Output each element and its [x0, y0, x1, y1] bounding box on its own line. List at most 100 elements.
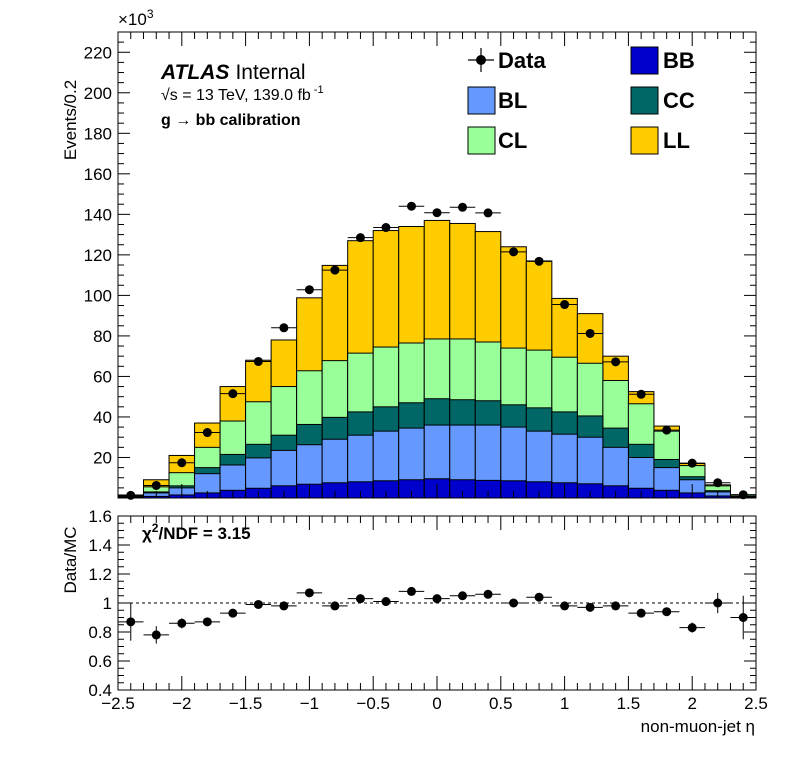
main-ytick-label-20: 20	[93, 448, 112, 467]
ratio-point-18	[586, 603, 595, 612]
main-ytick-label-140: 140	[84, 205, 112, 224]
data-point-5	[254, 357, 263, 366]
main-ytick-label-120: 120	[84, 246, 112, 265]
data-point-4	[228, 389, 237, 398]
legend-label-bb: BB	[663, 48, 695, 73]
legend-entry-bb: BB	[631, 47, 695, 74]
legend-entry-cl: CL	[468, 127, 527, 154]
data-point-7	[305, 285, 314, 294]
main-y-axis-label: Events/0.2	[61, 80, 80, 160]
legend-swatch-cc	[631, 87, 658, 114]
legend-swatch-ll	[631, 127, 658, 154]
ratio-point-2	[177, 619, 186, 628]
x-axis-label: non-muon-jet η	[641, 717, 755, 736]
data-point-21	[662, 426, 671, 435]
x-tick-label-2: −1.5	[229, 694, 263, 713]
ratio-ytick-label-0.8: 0.8	[88, 623, 112, 642]
legend-data-marker	[476, 55, 486, 65]
calibration-label: g → bb calibration	[161, 112, 301, 129]
data-point-3	[203, 428, 212, 437]
x-tick-label-0: −2.5	[101, 694, 135, 713]
data-point-1	[152, 481, 161, 490]
legend-swatch-cl	[468, 127, 495, 154]
x-tick-label-3: −1	[300, 694, 319, 713]
legend-swatch-bb	[631, 47, 658, 74]
ratio-panel-data-points	[118, 587, 756, 644]
main-ytick-label-80: 80	[93, 327, 112, 346]
ratio-ytick-label-1: 1	[103, 594, 112, 613]
main-ytick-label-180: 180	[84, 124, 112, 143]
x-tick-label-4: −0.5	[356, 694, 390, 713]
data-point-18	[586, 329, 595, 338]
main-ytick-label-220: 220	[84, 43, 112, 62]
x-tick-label-9: 2	[687, 694, 696, 713]
main-panel-histograms	[118, 220, 756, 498]
ratio-point-4	[228, 609, 237, 618]
data-point-10	[381, 223, 390, 232]
legend-label-data: Data	[498, 48, 546, 73]
data-point-11	[407, 202, 416, 211]
x-tick-label-8: 1.5	[617, 694, 641, 713]
data-point-2	[177, 458, 186, 467]
main-ytick-label-60: 60	[93, 367, 112, 386]
data-point-15	[509, 247, 518, 256]
ratio-ytick-label-0.6: 0.6	[88, 652, 112, 671]
ratio-point-16	[535, 593, 544, 602]
legend: Data BB BL CC CL LL	[468, 47, 695, 154]
data-point-20	[637, 390, 646, 399]
ratio-point-19	[611, 601, 620, 610]
data-point-16	[535, 257, 544, 266]
x-tick-label-1: −2	[172, 694, 191, 713]
legend-entry-bl: BL	[468, 87, 527, 114]
legend-entry-data: Data	[468, 48, 546, 73]
x-tick-label-7: 1	[560, 694, 569, 713]
ratio-point-23	[713, 599, 722, 608]
data-point-19	[611, 357, 620, 366]
ratio-point-3	[203, 617, 212, 626]
x-tick-label-6: 0.5	[489, 694, 513, 713]
x-tick-label-10: 2.5	[744, 694, 768, 713]
data-point-17	[560, 300, 569, 309]
data-point-22	[688, 459, 697, 468]
energy-lumi-label: √s = 13 TeV, 139.0 fb-1	[161, 84, 324, 104]
data-point-9	[356, 233, 365, 242]
legend-entry-cc: CC	[631, 87, 695, 114]
ratio-point-5	[254, 600, 263, 609]
x-tick-label-5: 0	[432, 694, 441, 713]
ratio-point-8	[330, 601, 339, 610]
ratio-point-20	[637, 609, 646, 618]
main-ytick-label-160: 160	[84, 165, 112, 184]
chi2-label: χ2/NDF = 3.15	[142, 521, 251, 543]
legend-entry-ll: LL	[631, 127, 690, 154]
ratio-point-21	[662, 607, 671, 616]
data-point-6	[279, 323, 288, 332]
data-point-8	[330, 266, 339, 275]
ratio-point-10	[381, 597, 390, 606]
ratio-point-9	[356, 594, 365, 603]
y-multiplier: ×103	[118, 7, 154, 29]
legend-label-bl: BL	[498, 88, 527, 113]
ratio-point-22	[688, 623, 697, 632]
ratio-point-13	[458, 591, 467, 600]
legend-label-ll: LL	[663, 128, 690, 153]
ratio-point-14	[484, 590, 493, 599]
legend-swatch-bl	[468, 87, 495, 114]
ratio-point-11	[407, 587, 416, 596]
ratio-ytick-label-1.2: 1.2	[88, 565, 112, 584]
ratio-point-12	[433, 594, 442, 603]
legend-label-cc: CC	[663, 88, 695, 113]
ratio-ytick-label-1.6: 1.6	[88, 507, 112, 526]
ratio-point-0	[126, 617, 135, 626]
data-point-23	[713, 478, 722, 487]
main-ytick-label-40: 40	[93, 408, 112, 427]
main-ytick-label-200: 200	[84, 84, 112, 103]
ratio-point-24	[739, 613, 748, 622]
ratio-ytick-label-1.4: 1.4	[88, 536, 112, 555]
ratio-point-17	[560, 601, 569, 610]
ratio-point-1	[152, 630, 161, 639]
ratio-y-axis-label: Data/MC	[61, 526, 80, 593]
ratio-point-15	[509, 599, 518, 608]
